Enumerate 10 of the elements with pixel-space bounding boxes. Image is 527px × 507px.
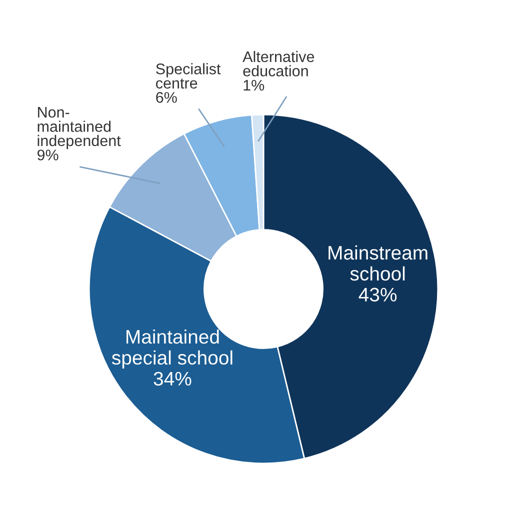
slice-label: Alternative education [242,50,314,76]
data-label: 1% [244,80,264,91]
slice-label: Maintained special school [112,329,232,369]
data-label: 6% [156,92,177,103]
data-label: 34% [154,372,192,386]
slice-label: Mainstream school [328,245,428,281]
slice-label: Specialist centre [156,63,221,89]
slice-label: Non-maintained independent [38,107,121,150]
data-label: 43% [358,288,397,302]
data-label: 9% [37,150,58,160]
